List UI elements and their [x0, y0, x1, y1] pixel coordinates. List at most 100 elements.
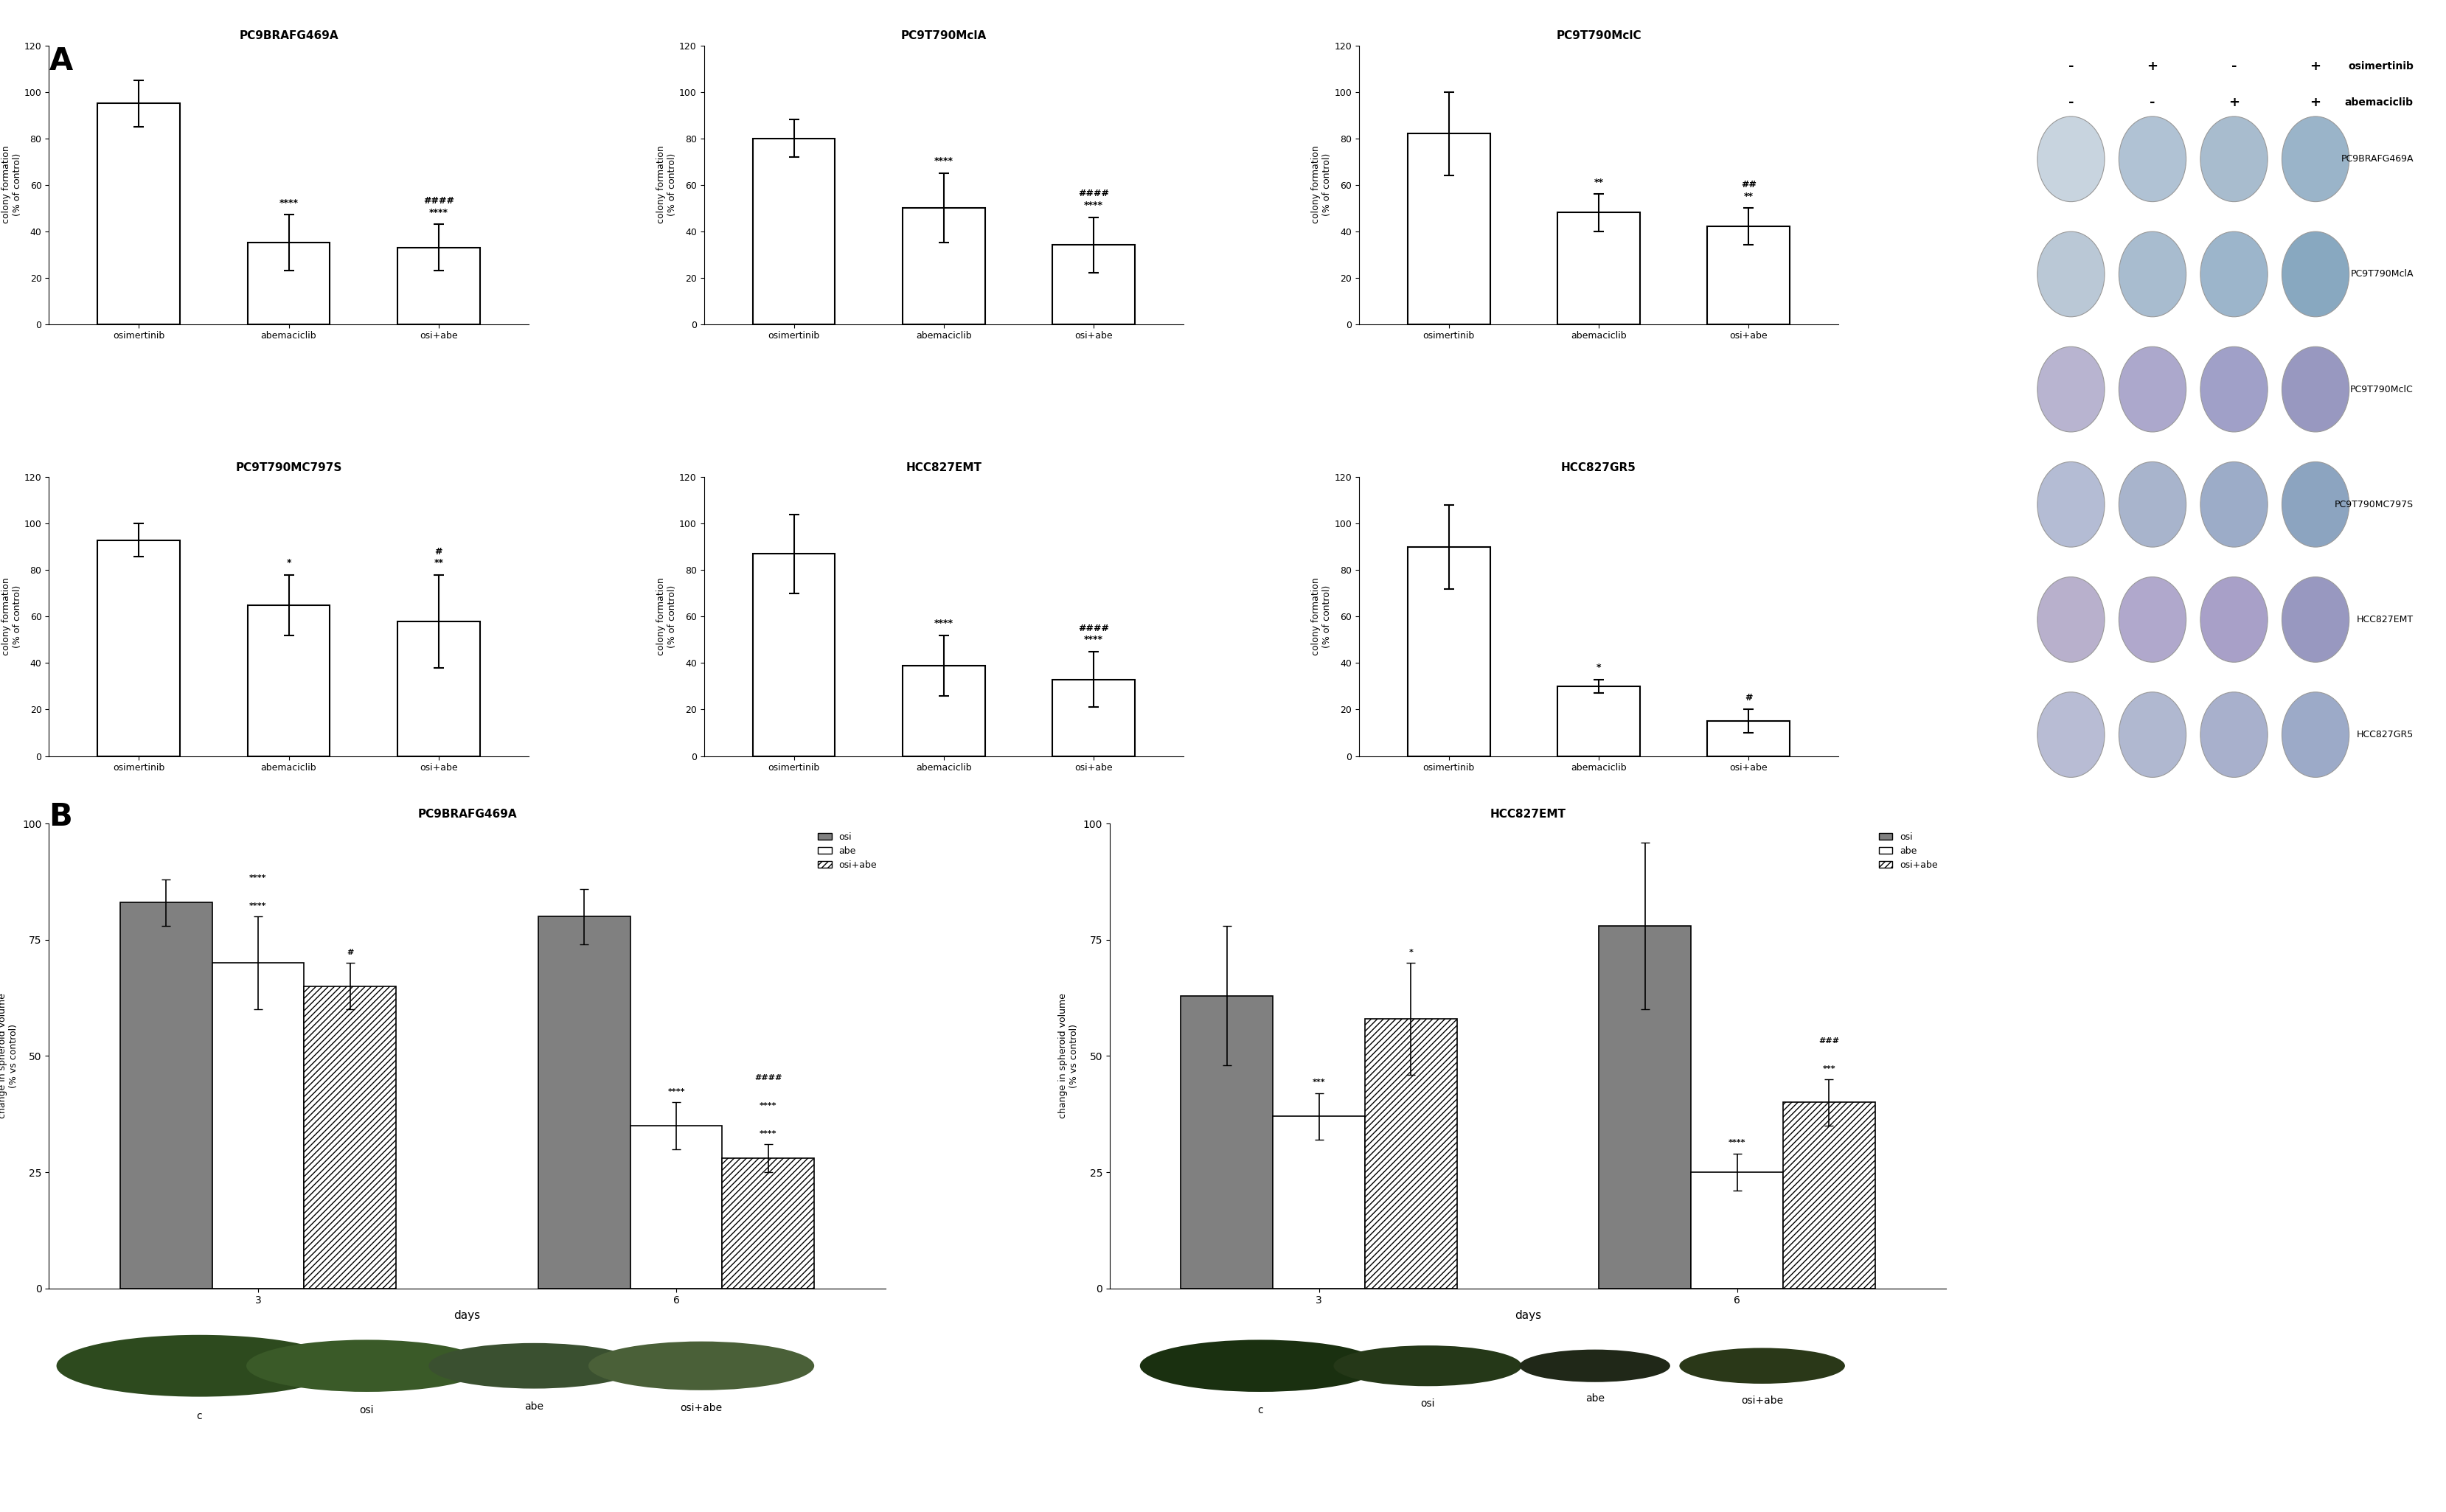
- Text: abemaciclib: abemaciclib: [2346, 97, 2414, 107]
- Bar: [120, 903, 213, 1288]
- Ellipse shape: [2038, 231, 2104, 318]
- Text: A: A: [49, 45, 73, 76]
- Ellipse shape: [2118, 692, 2187, 777]
- Ellipse shape: [2038, 578, 2104, 662]
- Text: ****: ****: [761, 1102, 778, 1110]
- Title: PC9T790MC797S: PC9T790MC797S: [235, 463, 342, 473]
- Y-axis label: colony formation
(% of control): colony formation (% of control): [656, 145, 678, 224]
- Text: -: -: [2069, 95, 2074, 109]
- Text: ****: ****: [934, 618, 954, 629]
- Text: HCC827GR5: HCC827GR5: [2355, 730, 2414, 739]
- Text: ****: ****: [934, 157, 954, 166]
- Bar: [1783, 1102, 1876, 1288]
- Bar: [1707, 721, 1790, 756]
- Text: ####: ####: [1079, 623, 1108, 634]
- Y-axis label: colony formation
(% of control): colony formation (% of control): [656, 578, 678, 656]
- Title: HCC827EMT: HCC827EMT: [1490, 809, 1565, 820]
- Text: ****: ****: [249, 903, 267, 910]
- Legend: osi, abe, osi+abe: osi, abe, osi+abe: [1876, 829, 1942, 874]
- Bar: [1690, 1172, 1783, 1288]
- Ellipse shape: [1140, 1340, 1380, 1393]
- Text: *: *: [1409, 948, 1414, 956]
- Text: PC9T790MC797S: PC9T790MC797S: [2333, 499, 2414, 510]
- Ellipse shape: [589, 1341, 815, 1390]
- Text: **: **: [433, 558, 443, 569]
- Text: ****: ****: [279, 198, 298, 209]
- Ellipse shape: [2282, 578, 2348, 662]
- Ellipse shape: [2038, 116, 2104, 201]
- Ellipse shape: [2282, 692, 2348, 777]
- Text: osi+abe: osi+abe: [1742, 1396, 1783, 1406]
- Y-axis label: colony formation
(% of control): colony formation (% of control): [1311, 145, 1333, 224]
- Text: ****: ****: [761, 1129, 778, 1137]
- Bar: [396, 621, 479, 756]
- Text: ***: ***: [1822, 1064, 1834, 1072]
- Ellipse shape: [1680, 1347, 1844, 1383]
- Text: +: +: [2309, 95, 2321, 109]
- Text: **: **: [1744, 192, 1754, 201]
- Legend: osi, abe, osi+abe: osi, abe, osi+abe: [815, 829, 881, 874]
- Text: ****: ****: [1084, 635, 1103, 644]
- Bar: [631, 1126, 722, 1288]
- Ellipse shape: [428, 1343, 638, 1388]
- Text: ###: ###: [1820, 1037, 1839, 1045]
- Text: *: *: [1597, 662, 1602, 673]
- Y-axis label: colony formation
(% of control): colony formation (% of control): [1311, 578, 1333, 656]
- Bar: [1365, 1019, 1458, 1288]
- Ellipse shape: [2201, 116, 2267, 201]
- Bar: [903, 209, 986, 324]
- Title: PC9BRAFG469A: PC9BRAFG469A: [240, 30, 338, 41]
- Bar: [1406, 547, 1490, 756]
- Bar: [1558, 213, 1639, 324]
- Bar: [1406, 133, 1490, 324]
- Text: PC9BRAFG469A: PC9BRAFG469A: [2341, 154, 2414, 163]
- Bar: [538, 916, 631, 1288]
- Bar: [247, 605, 330, 756]
- Title: PC9T790MclA: PC9T790MclA: [900, 30, 986, 41]
- Ellipse shape: [2038, 692, 2104, 777]
- Bar: [722, 1158, 815, 1288]
- Text: c: c: [196, 1411, 203, 1421]
- Text: ****: ****: [428, 207, 448, 218]
- Bar: [1052, 679, 1135, 756]
- Bar: [1272, 1116, 1365, 1288]
- Bar: [213, 963, 303, 1288]
- Bar: [396, 248, 479, 324]
- Text: osi: osi: [360, 1405, 374, 1415]
- Bar: [1558, 686, 1639, 756]
- Bar: [303, 986, 396, 1288]
- Ellipse shape: [2118, 461, 2187, 547]
- Text: #: #: [1744, 692, 1751, 703]
- Text: ****: ****: [1729, 1139, 1746, 1146]
- Ellipse shape: [2282, 461, 2348, 547]
- Text: ####: ####: [1079, 189, 1108, 198]
- Title: PC9BRAFG469A: PC9BRAFG469A: [418, 809, 516, 820]
- Ellipse shape: [2282, 116, 2348, 201]
- Text: ****: ****: [668, 1089, 685, 1096]
- Text: ****: ****: [249, 874, 267, 881]
- Ellipse shape: [2282, 231, 2348, 318]
- Ellipse shape: [2038, 346, 2104, 432]
- Ellipse shape: [2118, 231, 2187, 318]
- Text: osi+abe: osi+abe: [680, 1403, 722, 1414]
- Text: **: **: [1595, 177, 1605, 187]
- Ellipse shape: [56, 1335, 342, 1397]
- Ellipse shape: [2282, 346, 2348, 432]
- X-axis label: days: days: [1514, 1309, 1541, 1321]
- Bar: [753, 138, 834, 324]
- Title: HCC827GR5: HCC827GR5: [1561, 463, 1636, 473]
- Text: ##: ##: [1742, 180, 1756, 189]
- Ellipse shape: [2038, 461, 2104, 547]
- Bar: [903, 665, 986, 756]
- Text: -: -: [2069, 60, 2074, 73]
- Bar: [98, 103, 181, 324]
- Ellipse shape: [1333, 1346, 1521, 1387]
- Ellipse shape: [2201, 578, 2267, 662]
- Text: +: +: [2148, 60, 2157, 73]
- Text: -: -: [2150, 95, 2155, 109]
- Text: HCC827EMT: HCC827EMT: [2355, 615, 2414, 624]
- Text: #: #: [435, 547, 443, 556]
- Ellipse shape: [2118, 346, 2187, 432]
- Text: +: +: [2309, 60, 2321, 73]
- Text: c: c: [1257, 1405, 1262, 1415]
